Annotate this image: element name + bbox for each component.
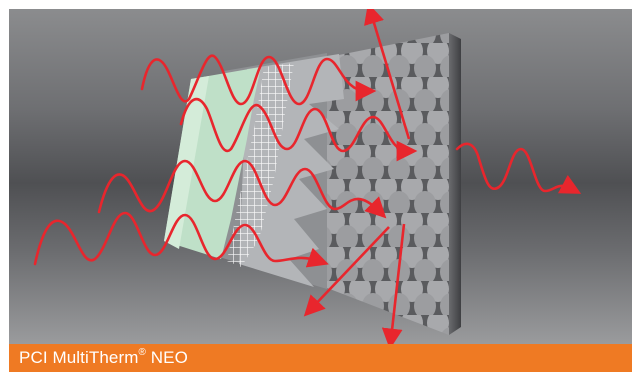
insulation-illustration	[33, 9, 582, 344]
wave-arrow-exit	[455, 142, 582, 194]
caption-bar: PCI MultiTherm® NEO	[9, 344, 632, 372]
reflection-arrow	[381, 223, 406, 344]
trademark-symbol: ®	[138, 347, 146, 359]
wave-arrow	[179, 97, 418, 162]
wave-arrow	[97, 159, 387, 219]
wave-arrow	[140, 54, 377, 106]
product-suffix: NEO	[150, 348, 188, 367]
product-caption: PCI MultiTherm® NEO	[9, 347, 188, 368]
illustration-scene	[9, 9, 632, 344]
reflection-arrow	[364, 9, 411, 140]
product-name: PCI MultiTherm	[19, 348, 139, 367]
reflection-arrow	[303, 226, 390, 317]
reinforcement-mesh	[227, 63, 294, 267]
insulation-board	[309, 33, 449, 335]
board-edge	[449, 33, 461, 335]
wave-arrow	[33, 211, 329, 268]
